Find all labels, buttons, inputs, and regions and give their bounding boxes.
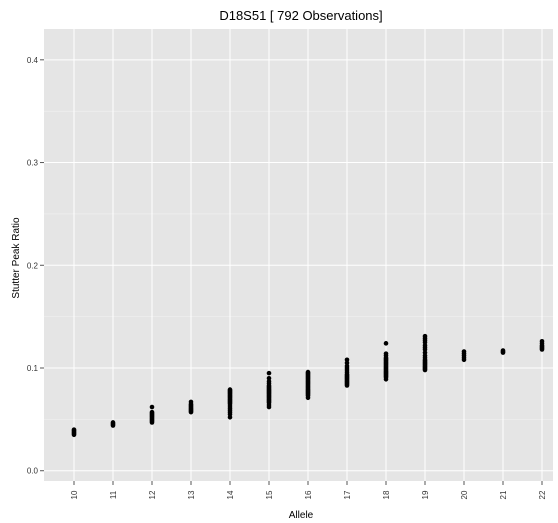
x-tick-label: 19	[421, 490, 430, 499]
y-axis-label: Stutter Peak Ratio	[11, 217, 22, 299]
x-tick-label: 20	[460, 490, 469, 499]
data-point	[110, 420, 116, 425]
data-point	[305, 369, 311, 375]
x-tick-label: 12	[148, 490, 157, 499]
data-point	[227, 387, 233, 392]
data-point	[188, 399, 194, 405]
x-tick-label: 18	[382, 490, 391, 499]
x-axis: 10 11 12 13 14 15 16 17 18 19 20 21 22	[70, 481, 547, 499]
chart-title: D18S51 [ 792 Observations]	[219, 8, 382, 23]
x-tick-label: 16	[304, 490, 313, 499]
data-point	[266, 370, 272, 376]
data-point	[383, 341, 389, 346]
y-tick-label: 0.4	[27, 56, 39, 65]
x-tick-label: 14	[226, 490, 235, 499]
y-tick-label: 0.0	[27, 467, 39, 476]
x-tick-label: 15	[265, 490, 274, 499]
x-tick-label: 11	[109, 490, 118, 499]
y-tick-label: 0.3	[27, 159, 39, 168]
y-axis: 0.0 0.1 0.2 0.3 0.4	[27, 56, 44, 476]
x-tick-label: 10	[70, 490, 79, 499]
data-point	[149, 409, 155, 415]
data-point	[500, 348, 506, 353]
data-point	[266, 375, 272, 381]
x-tick-label: 13	[187, 490, 196, 499]
data-points	[71, 333, 545, 438]
data-point	[461, 349, 467, 354]
data-point	[383, 351, 389, 356]
x-tick-label: 17	[343, 490, 352, 499]
plot-panel	[44, 29, 553, 481]
data-point	[539, 338, 545, 344]
data-point	[149, 404, 155, 410]
data-point	[344, 357, 350, 363]
data-point	[422, 333, 428, 339]
x-tick-label: 22	[538, 490, 547, 499]
x-tick-label: 21	[499, 490, 508, 499]
y-tick-label: 0.1	[27, 364, 39, 373]
y-tick-label: 0.2	[27, 261, 39, 270]
data-point	[71, 427, 77, 432]
x-axis-label: Allele	[289, 510, 314, 521]
